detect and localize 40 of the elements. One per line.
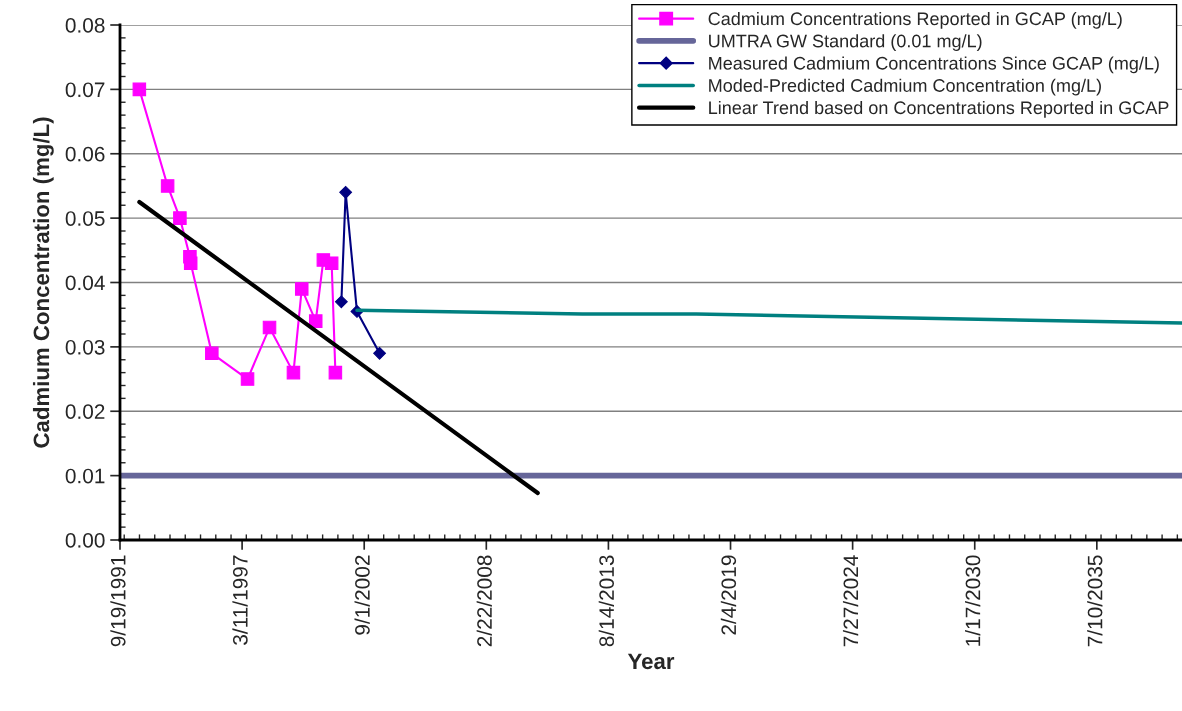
point: [294, 282, 309, 296]
point: [373, 346, 387, 360]
x-tick-label: 8/14/2013: [598, 555, 615, 647]
x-tick-label: 9/1/2002: [354, 555, 370, 635]
y-tick-label: 0.02: [65, 404, 105, 419]
y-tick-label: 0.07: [65, 82, 105, 98]
point: [183, 256, 198, 270]
legend-label: Cadmium Concentrations Reported in GCAP (mg/L): [708, 11, 1122, 29]
y-tick-label: 0.00: [65, 533, 105, 548]
legend-label: UMTRA GW Standard (0.01 mg/L): [709, 34, 982, 51]
point: [132, 82, 147, 97]
point: [262, 320, 277, 335]
legend-label: Moded-Predicted Cadmium Concentration (mg/L): [709, 78, 1101, 96]
point: [324, 256, 339, 270]
point: [173, 211, 187, 225]
x-tick-label: 2/22/2008: [476, 555, 492, 647]
x-tick-label: 9/19/1991: [110, 555, 126, 647]
point: [339, 185, 353, 199]
point: [160, 179, 175, 193]
x-axis-title: Year: [627, 653, 675, 670]
y-tick-label: 0.01: [65, 468, 105, 484]
y-axis-title: Cadmium Concentration (mg/L): [32, 117, 54, 448]
x-tick-label: 1/17/2030: [965, 555, 981, 646]
y-tick-label: 0.08: [65, 18, 105, 33]
point: [308, 314, 323, 328]
point: [205, 346, 219, 361]
legend-label: Linear Trend based on Concentrations Reported in GCAP: [709, 100, 1169, 118]
x-tick-label: 7/10/2035: [1087, 555, 1103, 647]
y-tick-label: 0.06: [65, 146, 105, 162]
x-tick-label: 7/27/2024: [842, 555, 859, 647]
y-tick-label: 0.05: [65, 211, 105, 226]
x-tick-label: 2/4/2019: [720, 555, 737, 635]
point: [240, 372, 255, 386]
y-tick-label: 0.03: [65, 339, 105, 355]
y-tick-label: 0.04: [65, 275, 105, 291]
x-tick-label: 3/11/1997: [232, 555, 248, 645]
point: [334, 295, 348, 309]
point: [328, 365, 343, 380]
legend-label: Measured Cadmium Concentrations Since GCAP (mg/L): [709, 56, 1159, 74]
point: [286, 365, 301, 380]
